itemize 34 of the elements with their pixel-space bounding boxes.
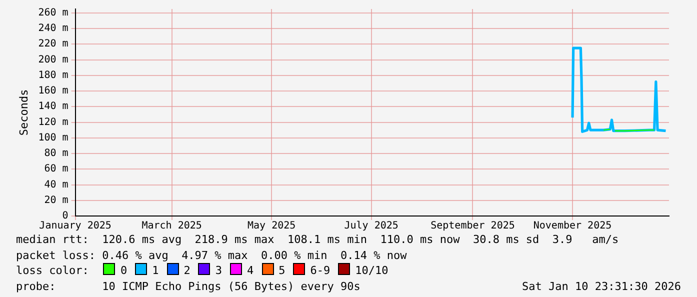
- y-tick-label: 80 m: [44, 148, 68, 160]
- legend-label: 3: [215, 264, 222, 277]
- y-tick-label: 160 m: [38, 86, 68, 97]
- y-tick-label: 40 m: [44, 179, 68, 190]
- y-tick-label: 200 m: [38, 54, 68, 66]
- legend-label: 6-9: [310, 264, 330, 277]
- y-tick-label: 260 m: [38, 8, 68, 18]
- y-tick-label: 0: [62, 210, 68, 222]
- x-tick-label: September 2025: [430, 220, 515, 232]
- legend-label: 0: [120, 264, 128, 277]
- y-tick-label: 120 m: [38, 116, 68, 128]
- x-tick-label: January 2025: [39, 220, 112, 232]
- legend-label: 5: [278, 264, 286, 277]
- legend-label: 2: [184, 264, 190, 277]
- y-tick-label: 20 m: [44, 194, 68, 206]
- y-tick-label: 140 m: [38, 101, 68, 112]
- y-tick-label: 180 m: [38, 70, 68, 81]
- y-tick-label: 60 m: [44, 164, 68, 175]
- legend-label: 1: [152, 264, 159, 277]
- y-axis-title: Seconds: [17, 89, 30, 136]
- y-tick-label: 220 m: [38, 38, 68, 50]
- legend-label: 10/10: [355, 264, 388, 277]
- x-tick-label: May 2025: [247, 220, 296, 232]
- text: Sat Jan 10 23:31:30 2026: [522, 278, 681, 294]
- x-tick-label: March 2025: [142, 220, 202, 232]
- legend-title: loss color:: [16, 264, 90, 277]
- text: median rtt: 120.6 ms avg 218.9 ms max 108.1 ms min 110.0 ms now 30.8 ms sd 3.9 am/s: [16, 232, 620, 248]
- text: packet loss: 0.46 % avg 4.97 % max 0.00 % min 0.14 % now: [16, 248, 408, 263]
- text: probe: 10 ICMP Echo Pings (56 Bytes) every 90s: [16, 278, 360, 294]
- x-tick-label: November 2025: [533, 220, 612, 232]
- x-tick-label: July 2025: [344, 220, 398, 232]
- y-tick-label: 100 m: [38, 132, 68, 144]
- y-tick-label: 240 m: [38, 23, 68, 34]
- legend-label: 4: [246, 264, 254, 277]
